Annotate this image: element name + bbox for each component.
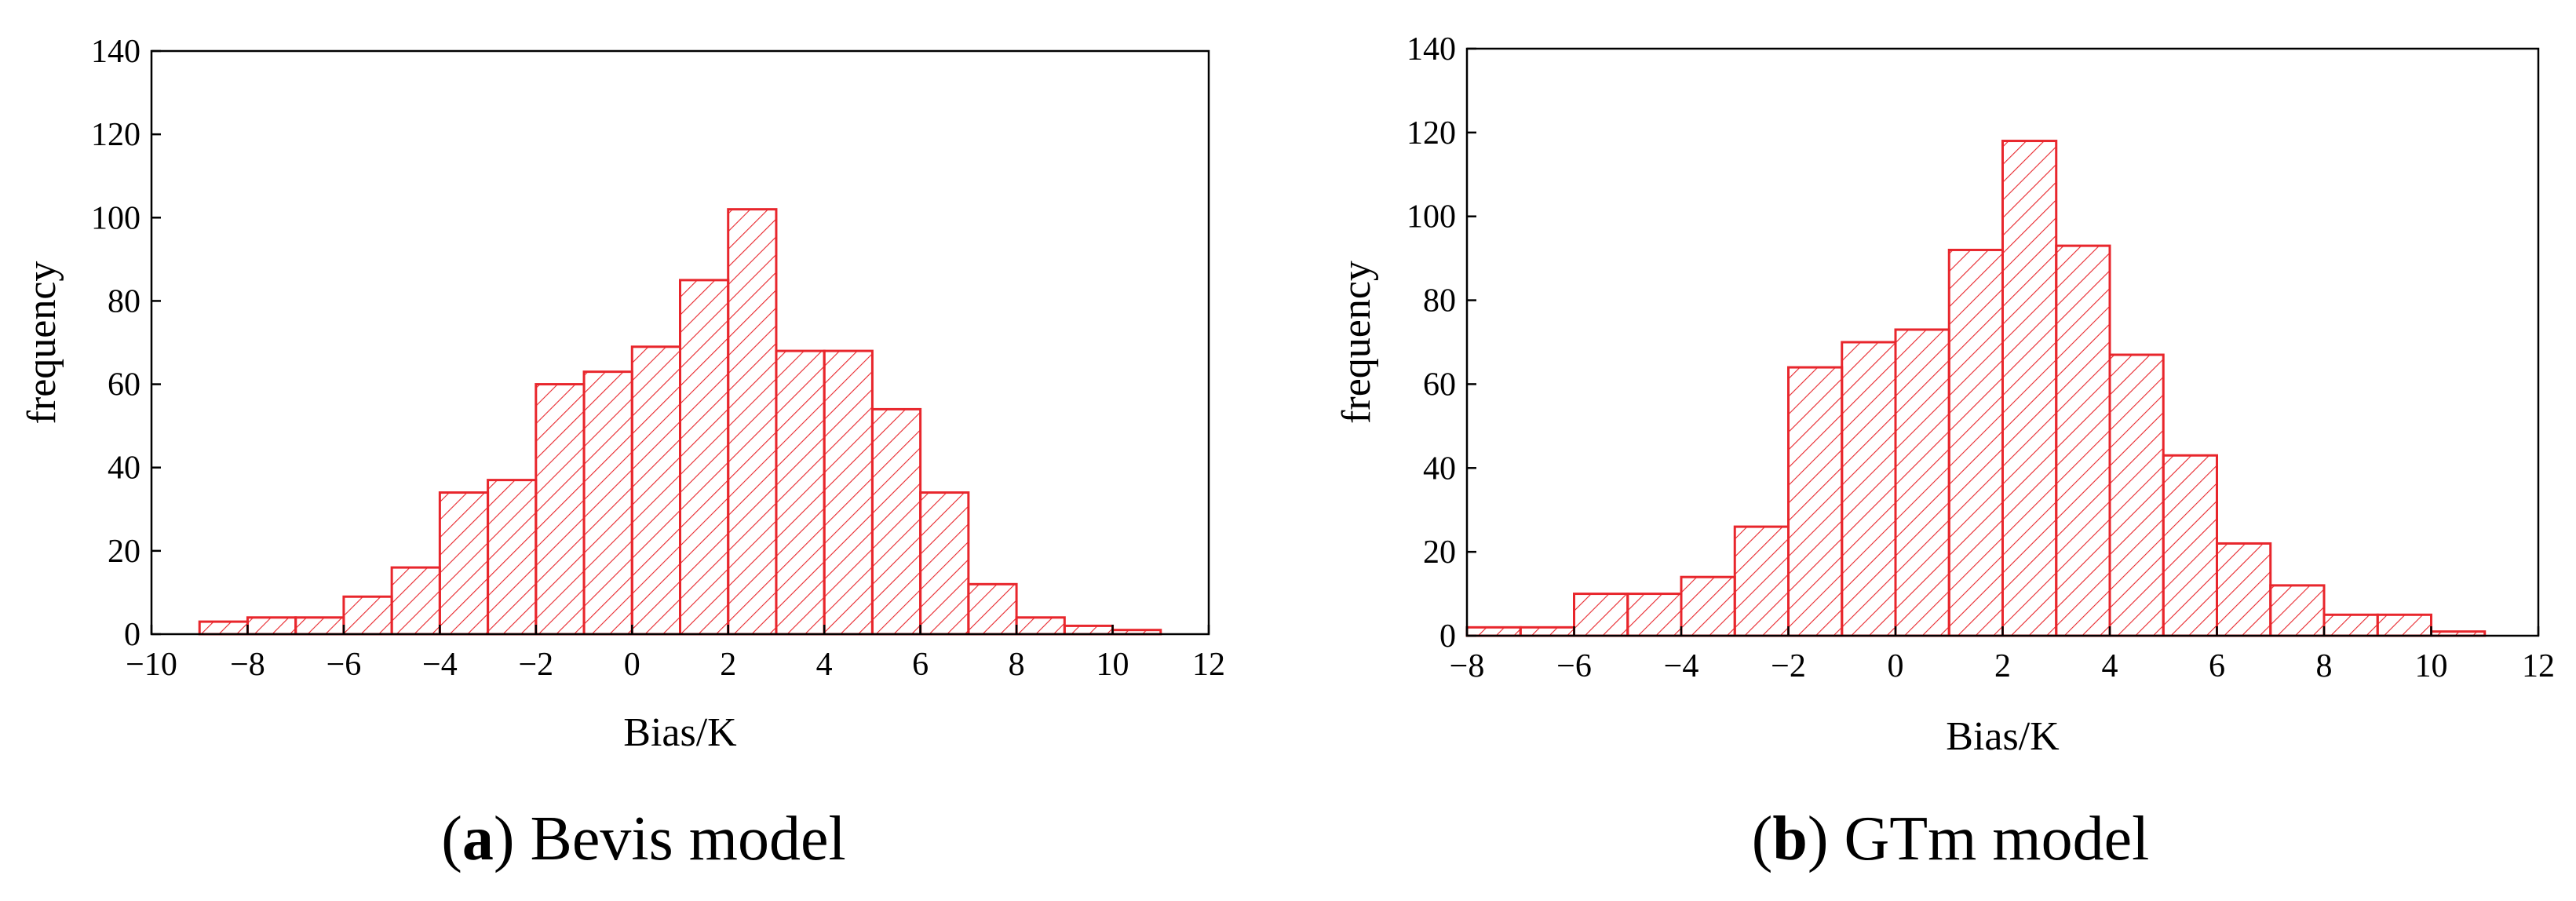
y-tick-label: 40 [108,450,140,487]
x-tick-label: 0 [624,647,640,683]
x-tick-label: 10 [1096,647,1129,683]
histogram-bar [870,407,922,636]
histogram-bar [967,582,1018,636]
x-axis-label: Bias/K [1946,714,2060,759]
histogram-bar [1787,366,1844,637]
histogram-bar [582,370,633,636]
histogram-bar [2376,613,2432,637]
histogram-bar [1894,328,1950,637]
caption-gtm: (b) GTm model [1752,804,2150,874]
histogram-bar [438,491,490,636]
histogram-bar [1947,248,2004,637]
y-tick-label: 0 [124,617,140,653]
histogram-bar [823,349,874,636]
histogram-bar [1841,341,1897,637]
y-axis-label: frequency [20,261,64,425]
caption-text: GTm model [1844,804,2149,874]
x-tick-label: 4 [816,647,833,683]
histogram-bar [2322,613,2379,637]
caption-letter: b [1772,804,1808,874]
histogram-bar [1573,593,1629,637]
y-tick-label: 120 [91,117,140,153]
x-tick-label: −2 [1771,648,1806,684]
histogram-bar [1063,624,1115,636]
x-tick-label: 0 [1888,648,1904,684]
histogram-bar [1733,525,1790,637]
y-tick-label: 80 [108,283,140,319]
x-tick-label: −4 [1664,648,1699,684]
histogram-bar [2055,244,2111,637]
histogram-bar [390,566,441,636]
histogram-bar [2269,584,2326,637]
y-tick-label: 40 [1423,450,1456,487]
x-tick-label: −8 [1450,648,1485,684]
histogram-bar [2216,542,2272,637]
histogram-bar [1680,575,1736,637]
histogram-panel-gtm: −8 −6 −4 −2 0 2 4 6 8 10 12020406080100120140Bias/… [1334,31,2555,759]
x-tick-label: 8 [2316,648,2333,684]
histogram-bar [294,616,345,636]
histogram-bar [487,479,538,636]
histogram-bar [679,279,730,636]
y-tick-label: 60 [1423,367,1456,403]
x-tick-label: −8 [230,647,265,683]
x-tick-label: 6 [912,647,929,683]
y-tick-label: 0 [1439,618,1456,655]
x-tick-label: −6 [327,647,362,683]
histogram-bar [1519,626,1575,637]
x-tick-label: 6 [2209,648,2225,684]
y-tick-label: 140 [91,34,140,70]
y-tick-label: 100 [91,200,140,236]
x-tick-label: 8 [1009,647,1025,683]
caption-text: Bevis model [531,804,846,874]
x-tick-label: 4 [2102,648,2118,684]
histogram-bar [1626,593,1683,637]
axes-frame [150,49,1210,636]
caption-letter: a [462,804,494,874]
caption-bevis: (a) Bevis model [441,804,845,874]
histogram-bar [342,595,393,636]
histogram-bar [919,491,970,636]
x-tick-label: 12 [2522,648,2555,684]
x-tick-label: −4 [422,647,458,683]
x-tick-label: 2 [1994,648,2011,684]
histogram-bar [727,208,778,636]
y-tick-label: 120 [1407,115,1456,151]
y-tick-label: 20 [1423,534,1456,571]
x-tick-label: 10 [2415,648,2448,684]
histogram-bar [1015,616,1066,636]
y-tick-label: 20 [108,534,140,570]
y-tick-label: 60 [108,367,140,403]
histogram-bar [2108,353,2165,637]
histogram-panel-bevis: −10 −8 −6 −4 −2 0 2 4 6 8 10 12020406080100120140Bi… [20,34,1225,755]
y-tick-label: 80 [1423,283,1456,319]
histogram-bar [198,620,249,636]
y-tick-label: 140 [1407,31,1456,67]
histogram-bar [246,616,297,636]
histogram-bar [775,349,826,636]
histogram-bar [535,383,586,636]
x-tick-label: 12 [1192,647,1225,683]
histogram-bar [2162,454,2218,637]
x-tick-label: −6 [1556,648,1592,684]
histogram-bar [2001,140,2058,637]
y-tick-label: 100 [1407,199,1456,235]
x-tick-label: 2 [720,647,736,683]
y-axis-label: frequency [1334,261,1379,424]
histogram-bar [1465,626,1522,637]
x-tick-label: −2 [518,647,553,683]
histogram-bar [630,345,681,636]
x-tick-label: −10 [126,647,177,683]
x-axis-label: Bias/K [623,710,737,755]
